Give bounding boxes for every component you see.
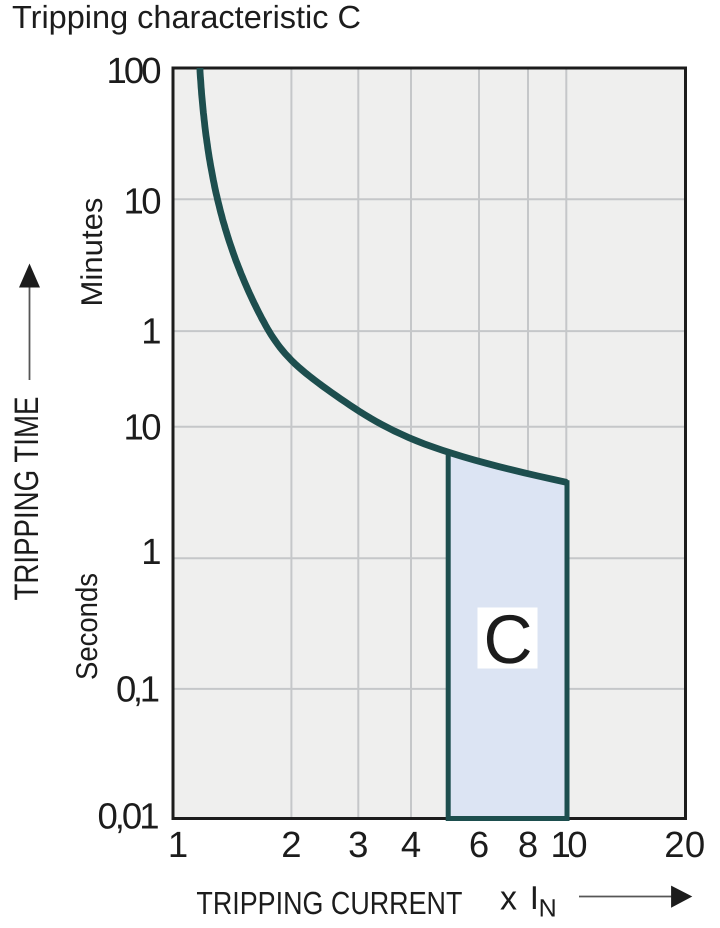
- svg-text:100: 100: [107, 50, 162, 91]
- svg-text:0,01: 0,01: [98, 795, 160, 836]
- svg-text:6: 6: [469, 824, 489, 865]
- svg-text:x: x: [500, 880, 517, 918]
- svg-text:1: 1: [168, 824, 188, 865]
- svg-text:0,1: 0,1: [116, 669, 160, 710]
- svg-text:3: 3: [348, 824, 368, 865]
- svg-text:10: 10: [124, 180, 162, 221]
- svg-text:I: I: [530, 879, 539, 916]
- svg-text:1: 1: [141, 311, 161, 352]
- svg-text:Seconds: Seconds: [71, 573, 104, 680]
- svg-text:Minutes: Minutes: [76, 198, 109, 307]
- svg-text:2: 2: [281, 824, 301, 865]
- svg-text:20: 20: [664, 824, 705, 865]
- svg-text:Tripping characteristic C: Tripping characteristic C: [12, 0, 361, 35]
- svg-text:8: 8: [518, 824, 538, 865]
- svg-text:TRIPPING TIME: TRIPPING TIME: [8, 397, 46, 601]
- svg-text:10: 10: [551, 824, 588, 865]
- svg-text:10: 10: [124, 407, 162, 448]
- svg-text:N: N: [539, 894, 557, 922]
- svg-text:TRIPPING CURRENT: TRIPPING CURRENT: [196, 885, 462, 921]
- svg-text:1: 1: [141, 531, 161, 572]
- svg-text:4: 4: [401, 824, 421, 865]
- svg-text:C: C: [484, 601, 533, 678]
